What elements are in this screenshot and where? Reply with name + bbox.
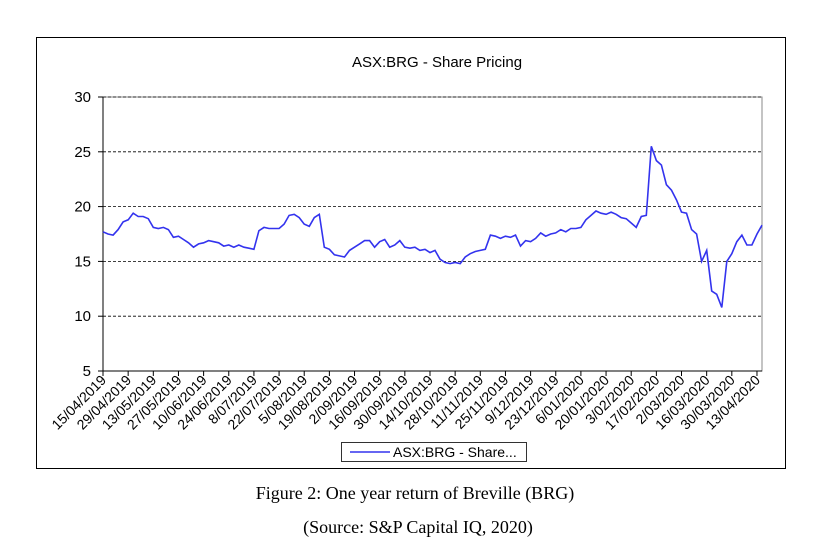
plot: 5101520253015/04/201929/04/201913/05/201… bbox=[48, 89, 763, 433]
y-tick-label: 5 bbox=[83, 363, 91, 380]
chart-title: ASX:BRG - Share Pricing bbox=[352, 54, 522, 71]
legend-label: ASX:BRG - Share... bbox=[393, 444, 517, 460]
y-tick-label: 25 bbox=[74, 144, 91, 161]
y-tick-label: 20 bbox=[74, 199, 91, 216]
source: (Source: S&P Capital IQ, 2020) bbox=[303, 517, 533, 538]
legend-box bbox=[341, 442, 527, 462]
legend: ASX:BRG - Share... bbox=[341, 442, 527, 462]
y-tick-label: 30 bbox=[74, 89, 91, 106]
plot-area bbox=[102, 96, 763, 372]
price-line bbox=[102, 146, 763, 308]
y-tick-label: 10 bbox=[74, 308, 91, 325]
caption: Figure 2: One year return of Breville (B… bbox=[256, 483, 574, 504]
y-tick-label: 15 bbox=[74, 253, 91, 270]
